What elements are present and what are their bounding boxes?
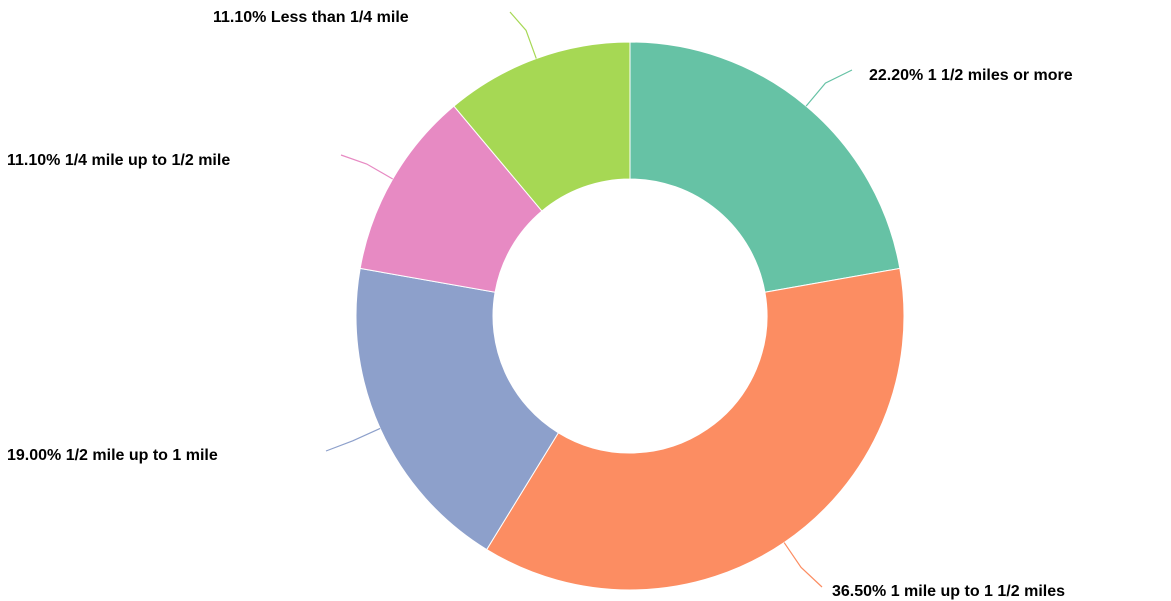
- donut-slices: [355, 41, 905, 591]
- slice-label: 11.10% 1/4 mile up to 1/2 mile: [7, 152, 230, 169]
- slice-label: 11.10% Less than 1/4 mile: [213, 9, 409, 26]
- leader-line: [805, 69, 853, 107]
- leader-line: [509, 11, 537, 59]
- donut-slice: [453, 41, 631, 212]
- donut-slice: [355, 267, 560, 551]
- leader-line: [325, 427, 381, 452]
- leader-lines: [325, 11, 853, 588]
- slice-label: 22.20% 1 1/2 miles or more: [869, 67, 1073, 84]
- leader-line: [340, 154, 394, 180]
- donut-slice: [629, 41, 901, 293]
- slice-label: 36.50% 1 mile up to 1 1/2 miles: [832, 583, 1065, 600]
- donut-slice: [486, 267, 905, 591]
- slice-labels: 22.20% 1 1/2 miles or more 36.50% 1 mile …: [7, 9, 1073, 600]
- leader-line: [783, 542, 823, 588]
- slice-label: 19.00% 1/2 mile up to 1 mile: [7, 447, 218, 464]
